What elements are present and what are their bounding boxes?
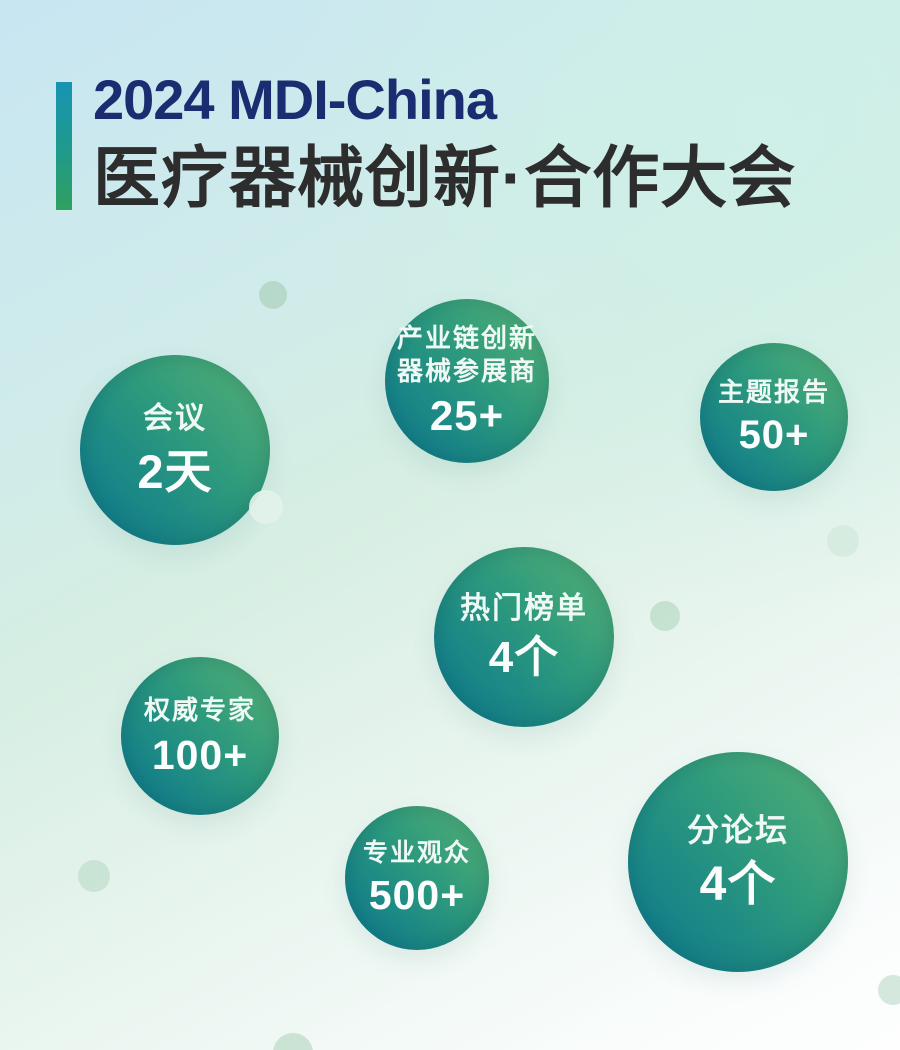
stat-label: 权威专家 [144, 694, 256, 727]
header: 2024 MDI-China 医疗器械创新·合作大会 [93, 70, 883, 214]
stat-value: 500+ [368, 872, 466, 918]
stat-bubble-professional-visitors: 专业观众 500+ [345, 806, 489, 950]
decor-dot [878, 975, 900, 1005]
stat-bubble-conference-days: 会议 2天 [80, 355, 270, 545]
stat-value: 50+ [738, 413, 810, 457]
decor-dot [827, 525, 859, 557]
decor-dot [273, 1033, 313, 1050]
stat-value: 100+ [151, 731, 249, 778]
stat-bubble-experts: 权威专家 100+ [121, 657, 279, 815]
stat-label-line: 专业观众 [362, 839, 471, 867]
stat-label-line: 权威专家 [143, 694, 256, 725]
decor-dot [650, 601, 680, 631]
stat-label: 专业观众 [363, 838, 471, 869]
stat-label: 热门榜单 [460, 590, 588, 627]
stat-bubble-hot-lists: 热门榜单 4个 [434, 547, 614, 727]
stat-label: 产业链创新 器械参展商 [397, 322, 537, 388]
stat-label: 会议 [143, 400, 207, 438]
stat-label: 分论坛 [687, 810, 789, 850]
stat-bubble-exhibitors: 产业链创新 器械参展商 25+ [385, 299, 549, 463]
title-english: 2024 MDI-China [93, 68, 497, 131]
title-accent-bar [56, 82, 72, 210]
stat-value: 25+ [429, 392, 505, 439]
stat-label-line: 器械参展商 [396, 356, 537, 386]
decor-dot [249, 490, 283, 524]
stat-value: 4个 [488, 633, 560, 682]
stat-label-line: 分论坛 [686, 812, 789, 848]
title-chinese: 医疗器械创新·合作大会 [93, 141, 797, 216]
decor-dot [259, 281, 287, 309]
stat-label-line: 产业链创新 [396, 323, 537, 353]
stat-value: 4个 [699, 858, 777, 911]
stat-label: 主题报告 [718, 376, 830, 408]
stat-value: 2天 [137, 445, 213, 498]
decor-dot [78, 860, 110, 892]
stat-label-line: 主题报告 [717, 377, 830, 407]
stat-label-line: 会议 [143, 402, 207, 435]
stat-label-line: 热门榜单 [460, 592, 588, 625]
stat-bubble-sub-forums: 分论坛 4个 [628, 752, 848, 972]
stat-bubble-keynote-reports: 主题报告 50+ [700, 343, 848, 491]
